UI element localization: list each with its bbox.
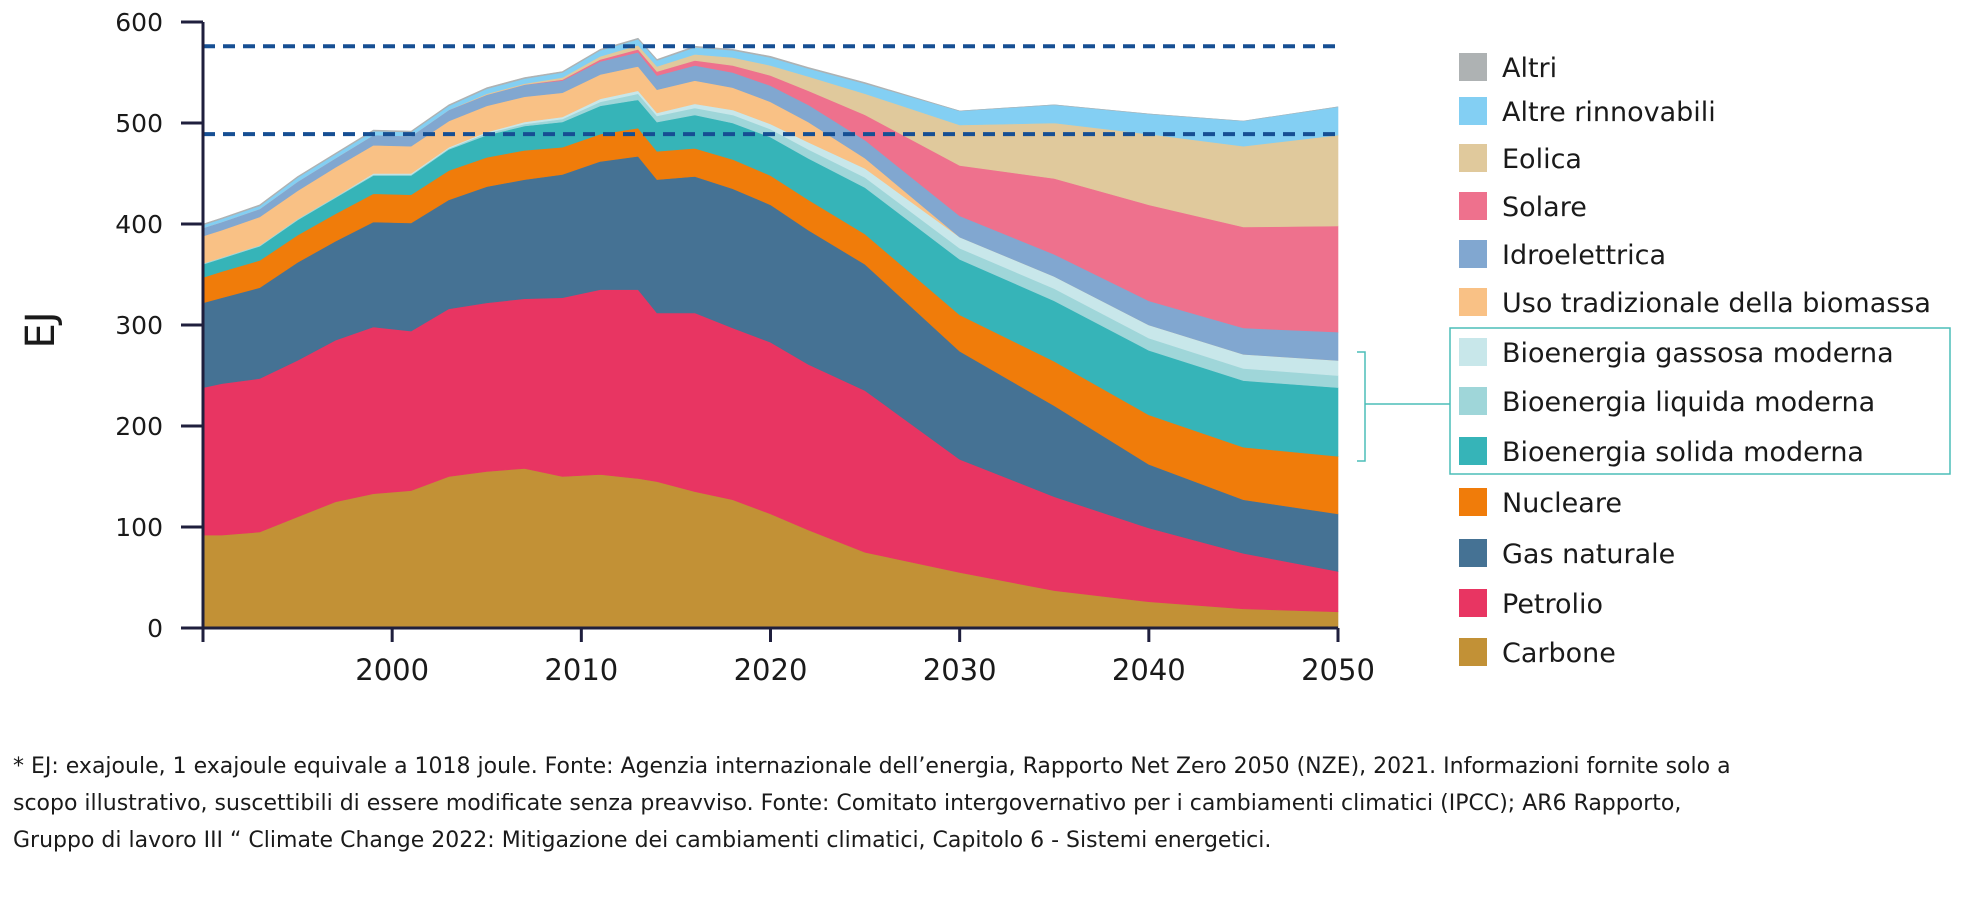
y-axis-title: EJ [18, 311, 64, 348]
footnote-line-1: * EJ: exajoule, 1 exajoule equivale a 10… [13, 754, 1731, 779]
legend-swatch-uso-tradizionale-della-biomassa [1459, 288, 1487, 316]
legend-label-bioenergia-solida-moderna: Bioenergia solida moderna [1502, 437, 1864, 468]
legend-label-altre-rinnovabili: Altre rinnovabili [1502, 97, 1716, 128]
footnote-line-2: scopo illustrativo, suscettibili di esse… [13, 791, 1682, 816]
footnote-line-3: Gruppo di lavoro III “ Climate Change 20… [13, 828, 1272, 853]
legend-label-nucleare: Nucleare [1502, 488, 1622, 519]
legend-label-altri: Altri [1502, 53, 1557, 84]
legend-swatch-carbone [1459, 638, 1487, 666]
legend-label-carbone: Carbone [1502, 638, 1616, 669]
legend-label-petrolio: Petrolio [1502, 589, 1603, 620]
legend-label-bioenergia-gassosa-moderna: Bioenergia gassosa moderna [1502, 338, 1894, 369]
x-tick-label-2020: 2020 [734, 653, 808, 687]
area-altri [202, 37, 1339, 226]
y-tick-label-500: 500 [115, 109, 163, 138]
legend-swatch-gas-naturale [1459, 539, 1487, 567]
y-tick-label-0: 0 [147, 614, 163, 643]
y-tick-label-400: 400 [115, 210, 163, 239]
legend-swatch-solare [1459, 192, 1487, 220]
energy-chart: 0 100 200 300 400 500 600 2000 2010 2020 2030 2040 2… [18, 8, 1951, 687]
legend-swatch-eolica [1459, 144, 1487, 172]
legend-swatch-petrolio [1459, 589, 1487, 617]
y-tick-label-200: 200 [115, 412, 163, 441]
legend-label-idroelettrica: Idroelettrica [1502, 240, 1666, 271]
bioenergy-legend-box [1449, 327, 1951, 475]
legend-label-uso-tradizionale-della-biomassa: Uso tradizionale della biomassa [1502, 288, 1931, 319]
legend-label-bioenergia-liquida-moderna: Bioenergia liquida moderna [1502, 387, 1875, 418]
legend-swatch-bioenergia-liquida-moderna [1459, 387, 1487, 415]
reference-lines [203, 44, 1338, 137]
legend-swatch-bioenergia-solida-moderna [1459, 437, 1487, 465]
legend: Altri Altre rinnovabili Eolica Solare Idroel… [1357, 53, 1951, 669]
legend-label-eolica: Eolica [1502, 144, 1582, 175]
x-tick-label-2040: 2040 [1112, 653, 1186, 687]
legend-label-solare: Solare [1502, 192, 1587, 223]
x-tick-label-2050: 2050 [1301, 653, 1375, 687]
legend-swatch-bioenergia-gassosa-moderna [1459, 338, 1487, 366]
x-tick-label-2010: 2010 [544, 653, 618, 687]
axes: 0 100 200 300 400 500 600 2000 2010 2020 2030 2040 2… [115, 8, 1375, 687]
legend-swatch-altri [1459, 53, 1487, 81]
y-tick-label-100: 100 [115, 513, 163, 542]
y-tick-label-300: 300 [115, 311, 163, 340]
legend-label-gas-naturale: Gas naturale [1502, 539, 1675, 570]
legend-swatch-nucleare [1459, 488, 1487, 516]
area-series-layer [202, 37, 1339, 629]
x-tick-label-2000: 2000 [355, 653, 429, 687]
footnote: * EJ: exajoule, 1 exajoule equivale a 10… [13, 748, 1953, 859]
bioenergy-bracket [1357, 351, 1450, 462]
legend-swatch-idroelettrica [1459, 240, 1487, 268]
x-tick-label-2030: 2030 [923, 653, 997, 687]
legend-swatch-altre-rinnovabili [1459, 97, 1487, 125]
y-tick-label-600: 600 [115, 8, 163, 37]
